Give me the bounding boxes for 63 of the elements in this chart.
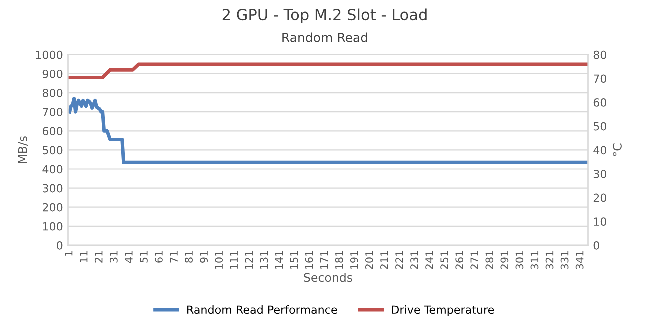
y2-axis-title: °C xyxy=(613,144,622,156)
y-tick-label: 800 xyxy=(42,89,63,98)
x-tick-label: 141 xyxy=(275,251,284,270)
x-tick-label: 41 xyxy=(125,251,133,264)
x-tick-label: 1 xyxy=(65,251,73,256)
legend-label: Drive Temperature xyxy=(392,305,494,316)
y-tick-label: 200 xyxy=(42,203,63,212)
y-tick-label: 700 xyxy=(43,108,63,116)
y2-tick-label: 0 xyxy=(594,241,600,250)
x-tick-label: 311 xyxy=(530,251,539,270)
x-tick-label: 171 xyxy=(320,251,328,270)
y2-tick-label: 20 xyxy=(594,194,607,202)
x-tick-label: 291 xyxy=(500,251,509,270)
x-tick-label: 11 xyxy=(80,251,88,262)
x-tick-label: 231 xyxy=(410,251,418,270)
y-axis-title: MB/s xyxy=(18,136,28,164)
y2-tick-label: 60 xyxy=(594,98,607,107)
x-tick-label: 31 xyxy=(110,251,118,263)
x-tick-label: 321 xyxy=(546,251,554,270)
x-tick-label: 151 xyxy=(290,251,298,270)
x-tick-label: 121 xyxy=(245,251,253,270)
chart-subtitle: Random Read xyxy=(282,32,368,42)
y-tick-label: 1000 xyxy=(36,50,63,60)
x-tick-label: 181 xyxy=(335,251,344,270)
x-tick-label: 61 xyxy=(155,251,163,263)
y-tick-label: 300 xyxy=(43,184,63,193)
x-tick-label: 281 xyxy=(486,251,494,270)
y2-tick-label: 50 xyxy=(594,122,607,131)
x-axis-title: Seconds xyxy=(304,273,352,282)
x-tick-label: 131 xyxy=(260,251,268,270)
x-tick-label: 51 xyxy=(140,251,148,263)
x-tick-label: 21 xyxy=(94,251,103,263)
y2-tick-label: 70 xyxy=(594,74,607,84)
y2-tick-label: 80 xyxy=(594,50,607,60)
x-tick-label: 301 xyxy=(516,251,524,270)
x-tick-label: 271 xyxy=(470,251,478,270)
x-tick-label: 211 xyxy=(380,251,388,270)
x-tick-label: 201 xyxy=(365,251,374,270)
y2-tick-label: 30 xyxy=(594,170,607,178)
line-series xyxy=(68,97,588,164)
x-tick-label: 251 xyxy=(440,251,448,270)
x-tick-label: 331 xyxy=(560,251,569,270)
chart-title: 2 GPU - Top M.2 Slot - Load xyxy=(222,8,427,24)
x-tick-label: 111 xyxy=(230,251,238,270)
x-tick-label: 161 xyxy=(305,251,314,270)
y-tick-label: 500 xyxy=(43,146,63,155)
x-tick-label: 261 xyxy=(456,251,464,270)
x-tick-label: 91 xyxy=(200,251,208,263)
x-tick-label: 101 xyxy=(215,251,224,270)
y-tick-label: 0 xyxy=(57,241,63,250)
x-tick-label: 341 xyxy=(576,251,584,270)
y-tick-label: 900 xyxy=(42,70,63,78)
legend-label: Random Read Performance xyxy=(188,305,338,314)
y2-tick-label: 10 xyxy=(594,218,607,226)
x-tick-label: 81 xyxy=(185,251,194,263)
y-tick-label: 100 xyxy=(43,222,63,231)
x-tick-label: 71 xyxy=(170,251,178,263)
y2-tick-label: 40 xyxy=(594,146,607,155)
y-tick-label: 600 xyxy=(42,127,63,136)
y-tick-label: 400 xyxy=(42,165,63,174)
x-tick-label: 241 xyxy=(426,251,434,270)
x-tick-label: 221 xyxy=(396,251,404,270)
x-tick-label: 191 xyxy=(350,251,358,270)
